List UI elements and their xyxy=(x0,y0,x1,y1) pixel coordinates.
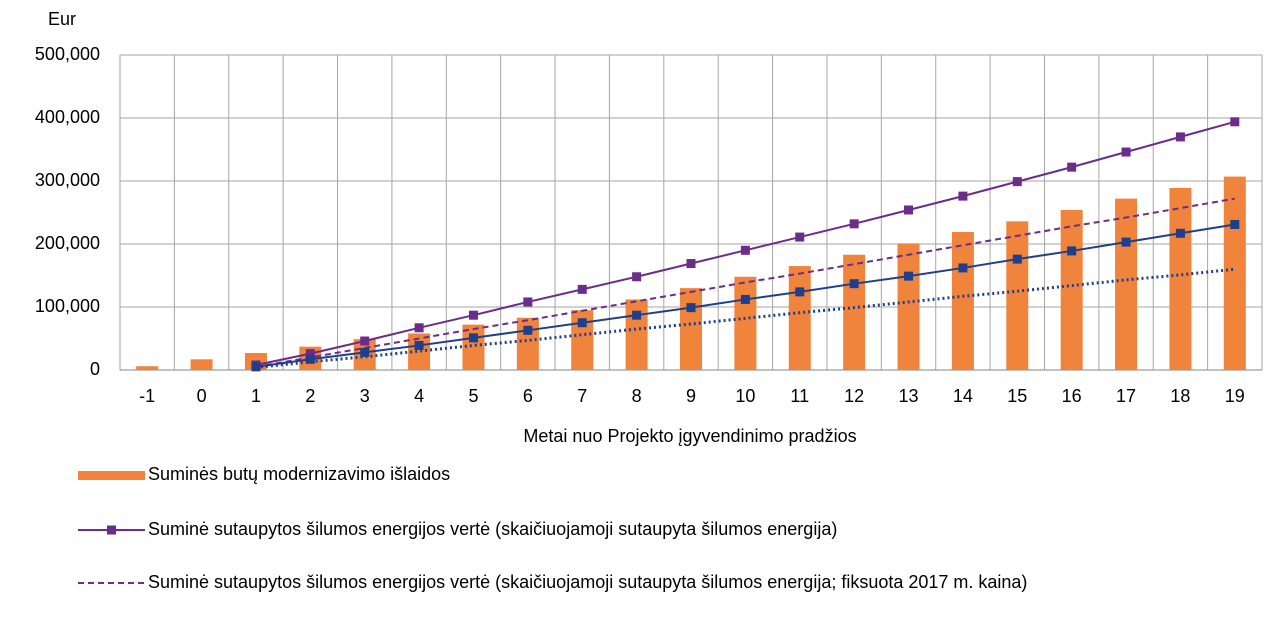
marker xyxy=(795,232,805,242)
legend-item: Suminės butų modernizavimo išlaidos xyxy=(78,463,1158,485)
bar xyxy=(136,366,159,370)
marker xyxy=(1067,246,1077,256)
x-tick-label: 3 xyxy=(360,386,370,406)
x-tick-label: 11 xyxy=(790,386,809,406)
x-tick-label: 16 xyxy=(1062,386,1082,406)
x-tick-label: 5 xyxy=(468,386,478,406)
legend-bar xyxy=(78,471,145,480)
x-tick-label: 19 xyxy=(1225,386,1245,406)
y-axis-label: Eur xyxy=(48,9,76,29)
bar xyxy=(1006,221,1029,370)
legend-marker xyxy=(107,525,116,535)
x-tick-label: 6 xyxy=(523,386,533,406)
x-tick-label: 15 xyxy=(1007,386,1027,406)
bar xyxy=(1223,176,1246,370)
marker xyxy=(849,279,859,289)
x-tick-label: 18 xyxy=(1170,386,1190,406)
marker xyxy=(1067,162,1077,172)
legend-item: Suminė sutaupytos šilumos energijos vert… xyxy=(78,571,1158,593)
line xyxy=(255,197,1235,368)
chart: Eur Metai nuo Projekto įgyvendinimo prad… xyxy=(35,9,1263,446)
y-tick-label: 0 xyxy=(90,359,100,379)
marker xyxy=(904,205,914,215)
bar xyxy=(897,243,920,370)
bar xyxy=(680,288,702,370)
marker xyxy=(632,272,642,282)
y-tick-label: 300,000 xyxy=(35,170,100,190)
marker xyxy=(740,245,750,255)
x-tick-label: 13 xyxy=(899,386,919,406)
legend-swatch xyxy=(78,525,145,535)
marker xyxy=(305,354,315,364)
bar xyxy=(625,299,648,370)
legend-swatch xyxy=(78,582,145,584)
x-axis-label: Metai nuo Projekto įgyvendinimo pradžios xyxy=(523,426,856,446)
x-tick-label: 14 xyxy=(953,386,973,406)
marker xyxy=(1012,254,1022,264)
marker xyxy=(1175,228,1185,238)
x-tick-label: 9 xyxy=(686,386,696,406)
marker xyxy=(632,310,642,320)
bar xyxy=(571,310,594,370)
legend-label: Suminė sutaupytos šilumos energijos vert… xyxy=(148,572,1028,592)
bar xyxy=(1115,198,1138,370)
legend-label: Suminė sutaupytos šilumos energijos vert… xyxy=(148,519,838,539)
bar xyxy=(788,266,811,370)
marker xyxy=(523,297,533,307)
marker xyxy=(958,263,968,273)
marker xyxy=(523,325,533,335)
bar xyxy=(408,333,431,370)
marker xyxy=(360,336,370,346)
legend-label: Suminės butų modernizavimo išlaidos xyxy=(148,464,451,484)
x-tick-label: 2 xyxy=(305,386,315,406)
line xyxy=(255,267,1235,369)
marker xyxy=(305,349,315,359)
bar xyxy=(1169,187,1192,370)
marker xyxy=(468,310,478,320)
bar xyxy=(516,317,539,370)
bar xyxy=(1060,209,1083,370)
y-tick-label: 500,000 xyxy=(35,44,100,64)
marker xyxy=(414,323,424,333)
bar xyxy=(734,276,757,370)
x-tick-label: 10 xyxy=(735,386,755,406)
marker xyxy=(795,287,805,297)
x-tick-label: 17 xyxy=(1116,386,1136,406)
marker xyxy=(577,284,587,294)
y-tick-label: 100,000 xyxy=(35,296,100,316)
x-tick-label: 7 xyxy=(577,386,587,406)
marker xyxy=(1230,117,1240,127)
marker xyxy=(577,318,587,328)
marker xyxy=(740,294,750,304)
legend-item: Suminė sutaupytos šilumos energijos vert… xyxy=(78,518,1158,540)
marker xyxy=(686,259,696,269)
bar xyxy=(843,254,866,370)
marker xyxy=(1121,237,1131,247)
y-tick-label: 200,000 xyxy=(35,233,100,253)
bar xyxy=(190,359,213,370)
x-tick-label: 0 xyxy=(197,386,207,406)
marker xyxy=(1230,219,1240,229)
y-tick-label: 400,000 xyxy=(35,107,100,127)
legend-swatch xyxy=(78,471,145,480)
marker xyxy=(414,340,424,350)
x-tick-label: 8 xyxy=(632,386,642,406)
marker xyxy=(958,191,968,201)
bar xyxy=(951,232,974,370)
marker xyxy=(360,347,370,357)
marker xyxy=(1175,132,1185,142)
x-tick-label: 1 xyxy=(251,386,261,406)
marker xyxy=(1012,177,1022,187)
marker xyxy=(849,219,859,229)
x-tick-label: 4 xyxy=(414,386,424,406)
x-tick-label: 12 xyxy=(844,386,864,406)
bar xyxy=(462,324,485,370)
marker xyxy=(1121,147,1131,157)
x-tick-label: -1 xyxy=(139,386,155,406)
marker xyxy=(686,303,696,313)
marker xyxy=(468,333,478,343)
marker xyxy=(904,271,914,281)
